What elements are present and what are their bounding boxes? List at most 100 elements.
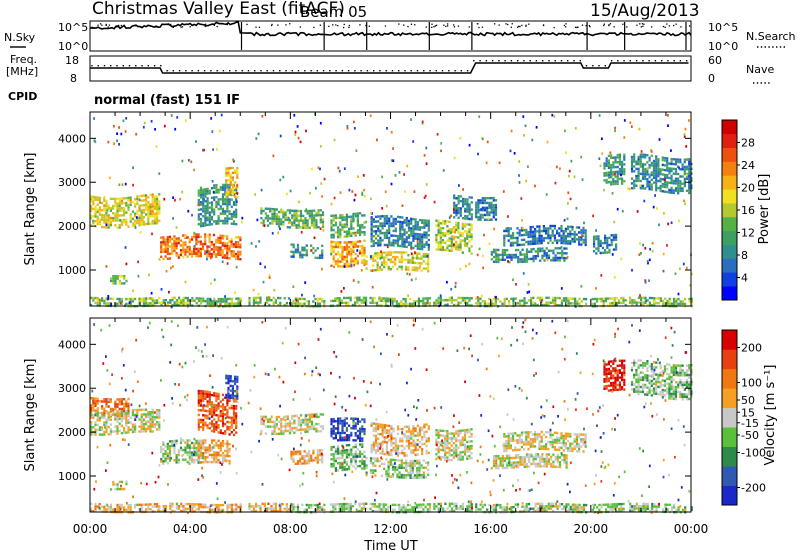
echo-cell: [558, 234, 561, 237]
echo-cell: [341, 223, 344, 226]
echo-cell: [296, 246, 300, 249]
echo-cell: [318, 297, 321, 301]
echo-cell: [140, 194, 143, 198]
echo-cell: [134, 205, 137, 208]
nsearch-dot: [505, 23, 507, 25]
echo-cell: [224, 186, 227, 189]
echo-cell: [207, 234, 209, 237]
echo-cell: [605, 164, 608, 167]
echo-cell: [129, 201, 132, 204]
echo-cell: [651, 241, 654, 245]
echo-cell: [226, 452, 229, 455]
echo-cell: [459, 296, 462, 300]
echo-cell: [140, 430, 143, 433]
echo-cell: [107, 413, 110, 417]
echo-cell: [175, 239, 178, 243]
echo-cell: [457, 216, 460, 219]
echo-cell: [337, 262, 340, 266]
echo-cell: [215, 253, 218, 256]
echo-cell: [226, 252, 229, 255]
echo-cell: [363, 231, 366, 234]
nsearch-dot: [494, 23, 496, 25]
nsearch-dot: [666, 23, 668, 25]
echo-cell: [304, 221, 307, 225]
count-tick-high-right: 10^5: [708, 21, 738, 34]
echo-cell: [637, 177, 640, 180]
echo-cell: [534, 232, 537, 236]
echo-cell: [422, 255, 425, 258]
echo-cell: [206, 245, 209, 248]
echo-cell: [538, 232, 541, 235]
echo-cell: [543, 259, 546, 262]
echo-cell: [640, 296, 643, 299]
echo-cell: [160, 445, 163, 449]
echo-cell: [603, 172, 606, 175]
echo-cell: [291, 427, 294, 430]
echo-cell: [545, 232, 548, 235]
echo-cell: [420, 262, 423, 265]
echo-cell: [120, 202, 123, 205]
echo-cell: [208, 223, 211, 226]
echo-cell: [221, 253, 224, 257]
echo-cell: [530, 299, 533, 302]
echo-cell: [236, 186, 239, 189]
echo-cell: [293, 414, 296, 418]
nave-dot: [329, 70, 331, 72]
echo-cell: [648, 185, 651, 188]
echo-cell: [580, 243, 583, 246]
echo-cell: [524, 124, 527, 128]
echo-cell: [512, 256, 515, 259]
echo-cell: [231, 190, 234, 194]
echo-cell: [127, 405, 130, 408]
echo-cell: [413, 302, 416, 305]
echo-cell: [105, 199, 108, 203]
echo-cell: [145, 415, 148, 419]
echo-cell: [512, 253, 515, 257]
echo-cell: [360, 269, 363, 272]
echo-cell: [206, 448, 209, 452]
echo-cell: [564, 234, 567, 238]
echo-cell: [394, 234, 397, 238]
echo-cell: [275, 418, 278, 421]
echo-cell: [401, 204, 404, 207]
echo-cell: [604, 251, 607, 254]
echo-cell: [401, 225, 403, 228]
echo-cell: [343, 258, 346, 261]
echo-cell: [466, 304, 469, 307]
echo-cell: [372, 239, 375, 243]
echo-cell: [345, 258, 348, 261]
echo-cell: [410, 217, 413, 220]
echo-cell: [204, 240, 207, 243]
echo-cell: [208, 245, 211, 248]
echo-cell: [211, 180, 214, 183]
echo-cell: [585, 297, 588, 301]
echo-cell: [659, 299, 662, 303]
echo-cell: [501, 258, 504, 261]
echo-cell: [190, 252, 194, 256]
echo-cell: [421, 247, 424, 251]
echo-cell: [551, 232, 554, 235]
echo-cell: [569, 230, 572, 233]
echo-cell: [405, 238, 408, 241]
echo-cell: [118, 412, 121, 416]
nsearch-dot: [285, 24, 287, 26]
echo-cell: [96, 196, 99, 199]
nave-dot: [517, 60, 519, 62]
echo-cell: [215, 444, 218, 447]
echo-cell: [158, 193, 161, 196]
echo-cell: [552, 299, 555, 302]
echo-cell: [520, 238, 523, 242]
echo-cell: [332, 214, 335, 217]
echo-cell: [204, 451, 207, 454]
echo-cell: [294, 133, 297, 136]
echo-cell: [655, 174, 658, 177]
echo-cell: [543, 254, 546, 257]
echo-cell: [418, 235, 422, 239]
echo-cell: [162, 448, 165, 451]
echo-cell: [414, 237, 417, 240]
echo-cell: [381, 231, 384, 235]
echo-cell: [495, 248, 498, 252]
echo-cell: [255, 137, 258, 140]
echo-cell: [582, 231, 585, 234]
echo-cell: [213, 439, 216, 442]
